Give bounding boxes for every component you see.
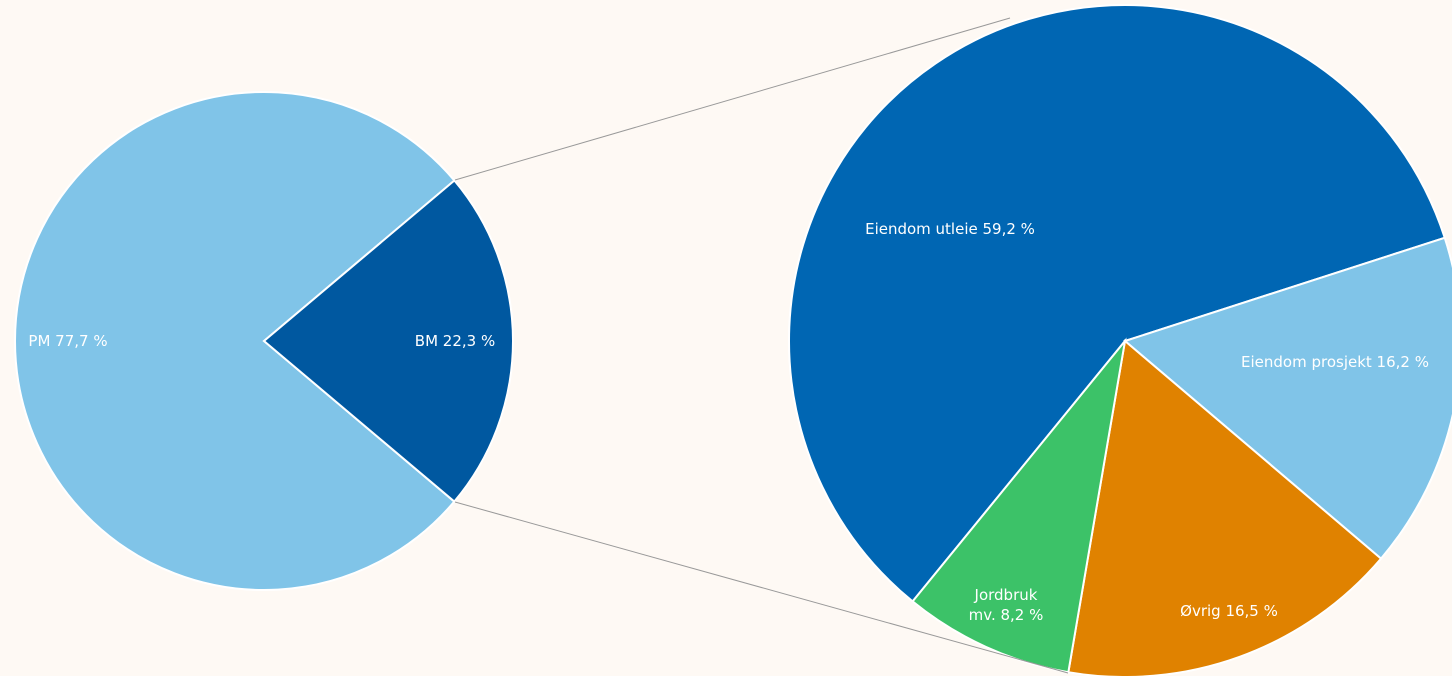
slice-label: Eiendom prosjekt 16,2 %: [1241, 353, 1429, 371]
pie-slice: [1067, 339, 1383, 676]
slice-label: Øvrig 16,5 %: [1180, 602, 1278, 620]
connector-line: [454, 17, 1011, 181]
slice-label: BM 22,3 %: [414, 332, 496, 350]
connector-line: [454, 501, 1069, 674]
pie-slice: [788, 4, 1447, 603]
slice-label: Eiendom utleie 59,2 %: [865, 220, 1035, 238]
slice-label: Jordbruk mv. 8,2 %: [968, 586, 1044, 624]
pie-slice: [1122, 236, 1452, 561]
slice-label: PM 77,7 %: [28, 332, 108, 350]
pie-slice: [262, 179, 514, 503]
pie-slice: [14, 91, 456, 591]
